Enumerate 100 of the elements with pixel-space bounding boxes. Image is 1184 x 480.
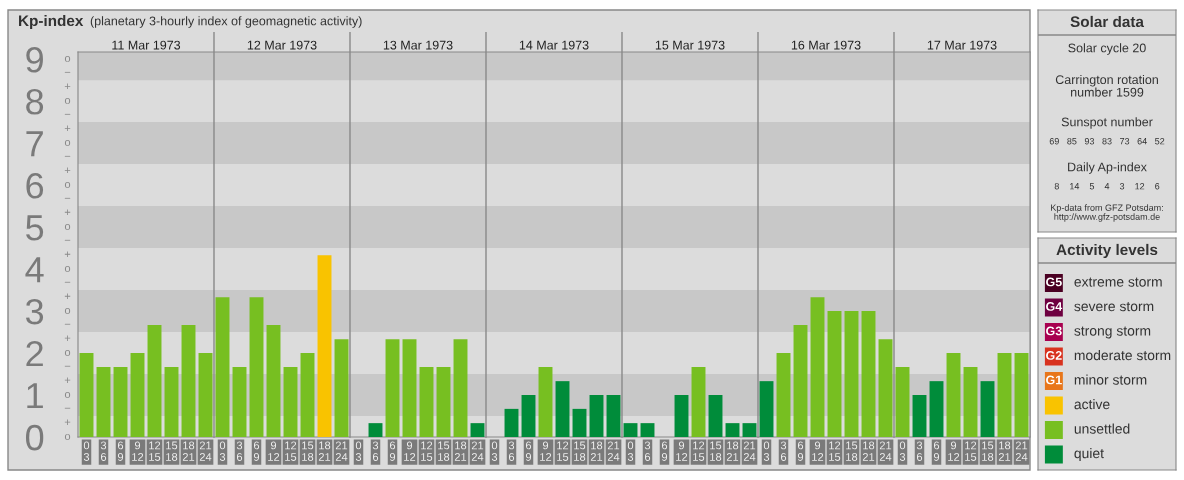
text: − [64, 407, 71, 409]
x-tick-label: 6 9 [525, 441, 532, 461]
x-tick-label: 3 6 [100, 441, 107, 461]
x-tick-label: 3 6 [644, 441, 651, 461]
x-tick-label: 3 6 [508, 441, 515, 461]
x-tick-label: 15 18 [710, 441, 722, 461]
x-tick-label: 6 9 [117, 441, 124, 461]
text: + [64, 125, 71, 132]
x-tick-label: 3 6 [372, 441, 379, 461]
x-tick-label: 6 9 [253, 441, 260, 461]
text: o [64, 98, 71, 105]
y-tick-label: 1 [27, 383, 43, 409]
x-tick-label: 0 3 [219, 441, 226, 461]
text: − [64, 71, 71, 73]
x-tick-label: 21 24 [743, 441, 756, 461]
x-tick-label: 15 18 [302, 441, 314, 461]
category-label: quiet [1074, 448, 1104, 461]
x-tick-label: 15 18 [574, 441, 586, 461]
chart-title: Kp-index [19, 14, 84, 30]
text: − [64, 281, 71, 283]
x-tick-label: 18 21 [318, 441, 331, 461]
text: − [64, 323, 71, 325]
text: o [64, 433, 71, 440]
x-tick-label: 21 24 [1015, 441, 1028, 461]
x-tick-label: 21 24 [879, 441, 892, 461]
text: o [64, 391, 71, 398]
x-tick-label: 0 3 [763, 441, 770, 461]
text: 14 Mar 1973 [519, 40, 589, 50]
x-tick-label: 9 12 [812, 441, 824, 461]
x-tick-label: 18 21 [862, 441, 875, 461]
x-tick-label: 12 15 [829, 441, 841, 461]
text: o [64, 307, 71, 315]
x-tick-label: 6 9 [389, 441, 396, 461]
chart-subtitle: (planetary 3-hourly index of geomagnetic activity) [90, 16, 362, 28]
text: + [64, 419, 71, 425]
text: G3 [1046, 326, 1062, 336]
x-tick-label: 3 6 [916, 441, 923, 461]
text: − [64, 155, 71, 157]
x-tick-label: 21 24 [471, 441, 484, 461]
x-tick-label: 9 12 [132, 441, 144, 461]
text: − [64, 197, 71, 199]
x-tick-label: 21 24 [607, 441, 620, 461]
y-tick-label: 0 [26, 424, 44, 451]
category-label: strong storm [1074, 326, 1151, 339]
text: G1 [1046, 375, 1062, 385]
category-label: extreme storm [1074, 277, 1162, 287]
x-tick-label: 12 15 [693, 441, 705, 461]
x-tick-label: 3 6 [236, 441, 243, 461]
y-tick-label: 9 [26, 47, 43, 73]
text: + [64, 83, 71, 90]
text: G5 [1046, 277, 1062, 287]
x-tick-label: 12 15 [557, 441, 569, 461]
text: o [64, 349, 71, 357]
y-tick-label: 4 [25, 257, 44, 283]
x-tick-label: 12 15 [285, 441, 297, 461]
text: Solar data [1070, 15, 1145, 28]
text: 16 Mar 1973 [791, 40, 861, 50]
x-tick-label: 0 3 [627, 441, 634, 461]
text: o [64, 181, 71, 189]
y-tick-label: 8 [26, 88, 44, 115]
text: − [64, 113, 71, 115]
text: o [64, 56, 71, 63]
text: − [64, 239, 71, 241]
x-tick-label: 9 12 [404, 441, 416, 461]
text: o [64, 223, 71, 231]
x-tick-label: 6 9 [661, 441, 668, 461]
x-tick-label: 9 12 [948, 441, 960, 461]
text: Carrington rotation number 1599 [1055, 74, 1158, 97]
x-tick-label: 18 21 [998, 441, 1011, 461]
x-tick-label: 18 21 [182, 441, 195, 461]
x-tick-label: 15 18 [982, 441, 994, 461]
x-tick-label: 0 3 [355, 441, 362, 461]
text: G4 [1046, 302, 1063, 311]
x-tick-label: 15 18 [166, 441, 178, 461]
x-tick-label: 21 24 [199, 441, 212, 461]
x-tick-label: 9 12 [676, 441, 688, 461]
category-label: unsettled [1074, 423, 1130, 434]
x-tick-label: 18 21 [454, 441, 467, 461]
x-tick-label: 6 9 [797, 441, 804, 461]
x-tick-label: 0 3 [83, 441, 90, 461]
x-tick-label: 9 12 [540, 441, 552, 461]
text: 13 Mar 1973 [383, 40, 453, 50]
y-tick-label: 6 [26, 172, 44, 199]
category-label: active [1074, 399, 1110, 410]
x-tick-label: 18 21 [726, 441, 739, 461]
x-tick-label: 0 3 [899, 441, 906, 461]
text: Sunspot number [1061, 117, 1153, 129]
category-label: moderate storm [1074, 350, 1171, 361]
y-tick-label: 5 [26, 215, 44, 241]
x-tick-label: 12 15 [965, 441, 977, 461]
y-tick-label: 7 [26, 131, 43, 157]
y-tick-label: 2 [26, 340, 43, 367]
text: − [64, 365, 71, 367]
text: + [64, 167, 71, 173]
x-tick-label: 0 3 [491, 441, 498, 461]
text: 12 Mar 1973 [247, 40, 317, 50]
x-tick-label: 3 6 [780, 441, 787, 461]
x-tick-label: 6 9 [933, 441, 940, 461]
text: o [64, 140, 71, 147]
category-label: severe storm [1074, 302, 1154, 312]
